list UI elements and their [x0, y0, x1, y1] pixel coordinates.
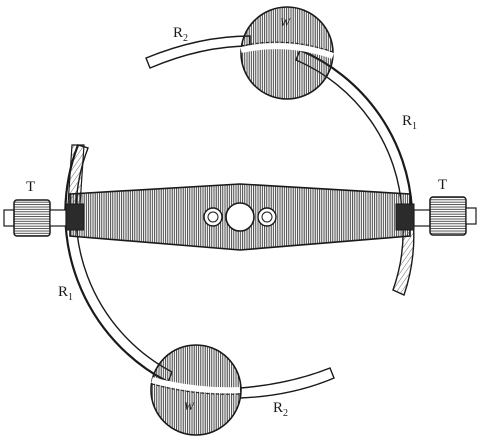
label-r2-bottom-sub: 2 — [283, 408, 288, 419]
label-r2-bottom: R2 — [273, 400, 288, 419]
timing-screw-right — [413, 196, 477, 236]
label-r1-left-main: R — [58, 284, 68, 300]
label-r1-left-sub: 1 — [68, 292, 73, 303]
weight-top — [240, 6, 334, 100]
label-r2-bottom-main: R — [273, 400, 283, 416]
rim-segment-top-left — [145, 35, 251, 69]
label-r2-top-main: R — [173, 25, 183, 41]
timing-screw-left — [3, 199, 67, 237]
rim-segment-bottom-right — [239, 367, 335, 399]
weight-bottom — [150, 344, 242, 436]
label-t-right: T — [438, 177, 447, 193]
center-hub — [203, 202, 277, 232]
label-r1-right: R1 — [402, 113, 417, 132]
label-t-left: T — [26, 179, 35, 195]
label-r1-left: R1 — [58, 284, 73, 303]
label-w-bottom: W — [184, 399, 195, 413]
label-r2-top-sub: 2 — [183, 33, 188, 44]
label-w-top: W — [280, 15, 291, 29]
label-r1-right-sub: 1 — [412, 121, 417, 132]
label-r2-top: R2 — [173, 25, 188, 44]
label-r1-right-main: R — [402, 113, 412, 129]
